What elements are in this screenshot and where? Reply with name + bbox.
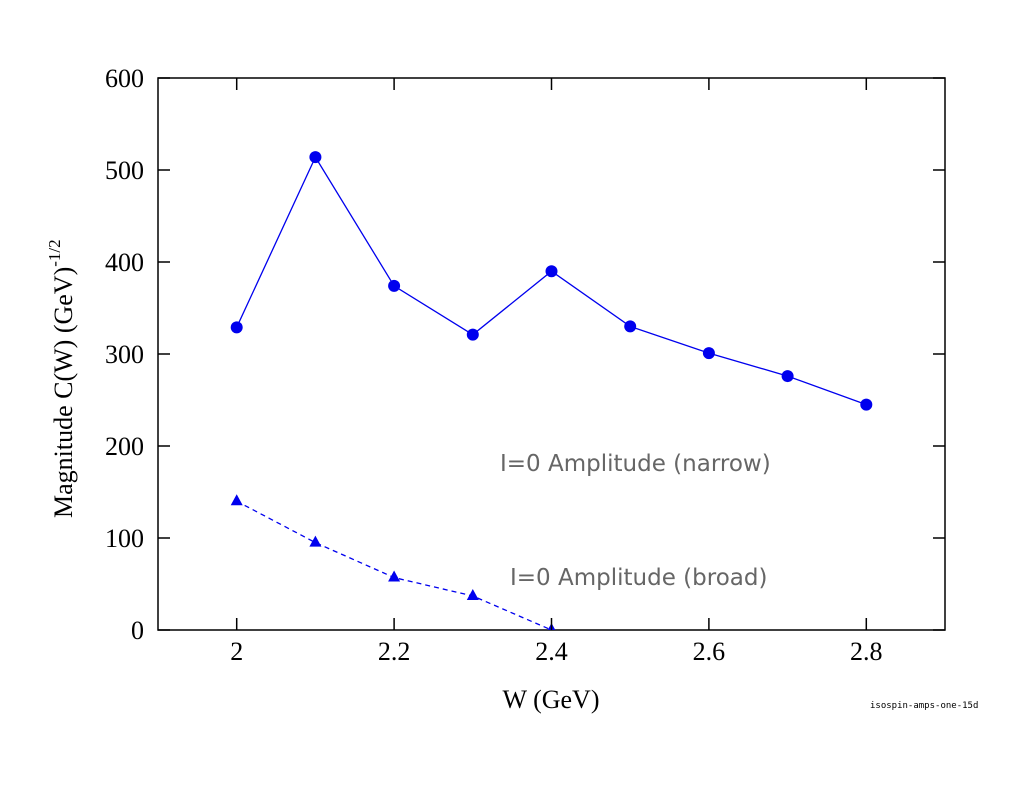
y-label-main: Magnitude C(W) (GeV) [49,267,78,518]
point [230,494,243,506]
point [230,321,243,334]
x-tick-label: 2.2 [378,637,411,666]
y-tick-label: 0 [131,616,144,645]
point [860,398,873,411]
x-tick-label: 2.4 [535,637,568,666]
point [545,265,558,278]
point [388,279,401,292]
plot-frame [157,77,946,631]
series-line [236,155,867,406]
y-tick-label: 500 [105,156,144,185]
point [781,370,794,383]
legend-label: I=0 Amplitude (broad) [510,565,767,591]
y-label-sup: -1/2 [45,239,64,266]
x-tick-label: 2.8 [850,637,883,666]
point [466,328,479,341]
point [309,535,322,547]
point [466,588,479,600]
legend-label: I=0 Amplitude (narrow) [500,451,771,477]
x-tick-label: 2 [230,637,243,666]
point [309,151,322,164]
y-tick-label: 600 [105,64,144,93]
y-tick-label: 300 [105,340,144,369]
y-tick-label: 200 [105,432,144,461]
x-axis-label: W (GeV) [503,685,600,714]
y-tick-label: 400 [105,248,144,277]
point [388,570,401,582]
y-axis-label: Magnitude C(W) (GeV)-1/2 [45,239,78,518]
series-line [236,500,552,630]
x-tick-label: 2.6 [693,637,726,666]
point [624,320,637,333]
footnote: isospin-amps-one-15d [870,701,978,711]
plot-area [230,151,873,630]
point [702,347,715,360]
y-tick-label: 100 [105,524,144,553]
